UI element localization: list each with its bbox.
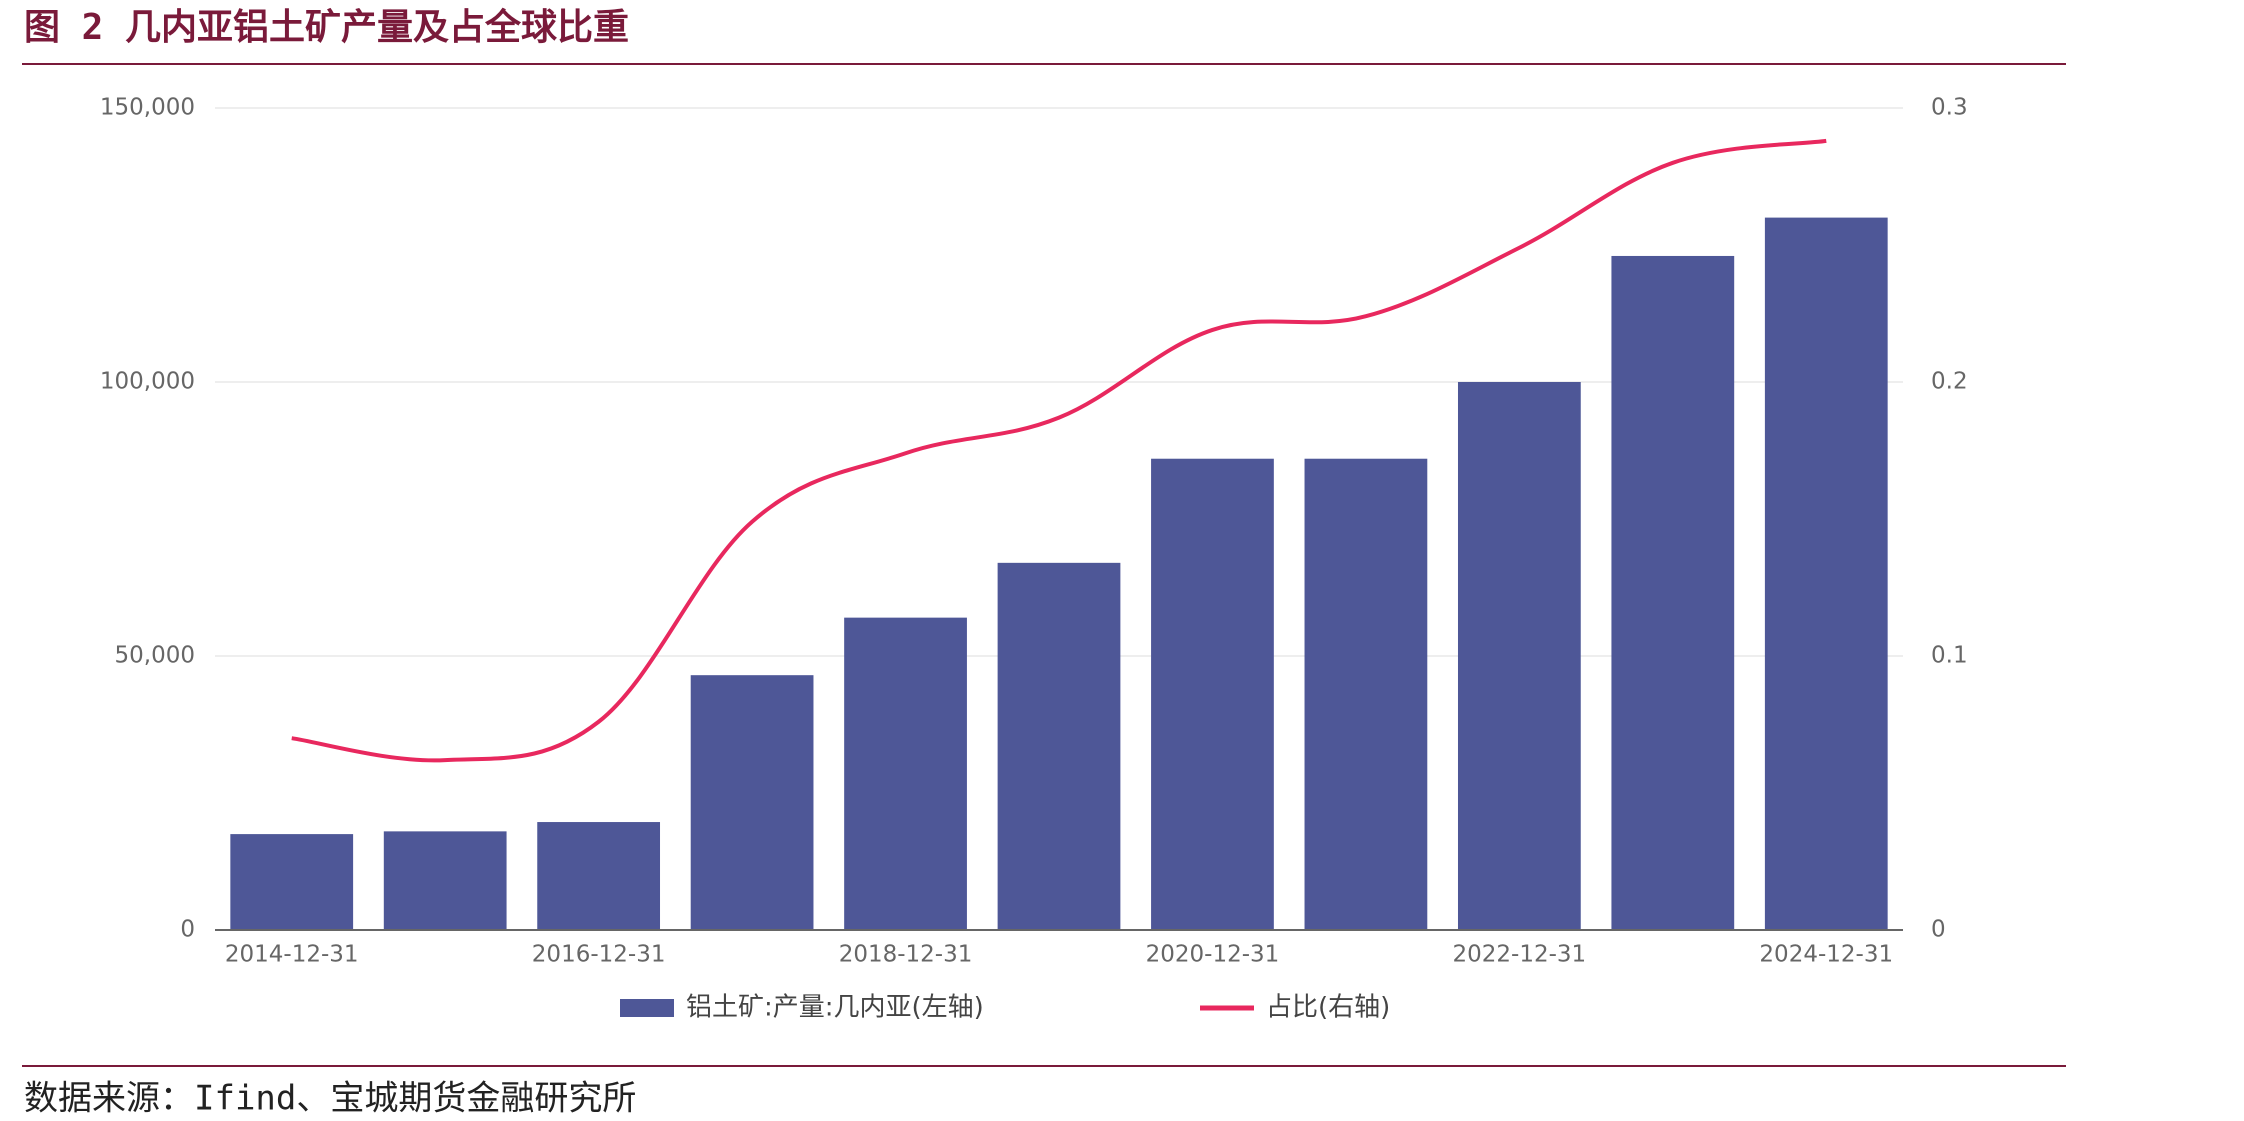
x-tick-label: 2018-12-31 bbox=[839, 942, 973, 968]
bar bbox=[1304, 458, 1428, 930]
bar bbox=[690, 675, 814, 930]
y2-tick-label: 0.1 bbox=[1931, 643, 1968, 669]
bar bbox=[1764, 217, 1888, 931]
bar bbox=[537, 822, 661, 930]
y-tick-label: 50,000 bbox=[115, 643, 195, 669]
page-title: 图 2 几内亚铝土矿产量及占全球比重 bbox=[24, 6, 629, 48]
bar bbox=[997, 562, 1121, 930]
x-tick-label: 2016-12-31 bbox=[532, 942, 666, 968]
x-tick-label: 2020-12-31 bbox=[1146, 942, 1280, 968]
bar bbox=[1611, 255, 1735, 930]
legend-label: 占比(右轴) bbox=[1266, 993, 1390, 1023]
y-tick-label: 0 bbox=[180, 917, 195, 943]
bar bbox=[1151, 458, 1274, 930]
source-note: 数据来源：Ifind、宝城期货金融研究所 bbox=[24, 1079, 636, 1119]
legend-swatch bbox=[620, 999, 674, 1017]
y2-tick-label: 0.2 bbox=[1931, 369, 1968, 395]
bar bbox=[844, 617, 967, 930]
line bbox=[291, 138, 1827, 763]
y-tick-label: 150,000 bbox=[100, 95, 195, 121]
y2-tick-label: 0 bbox=[1931, 917, 1946, 943]
bar bbox=[230, 834, 354, 930]
bar bbox=[383, 831, 507, 930]
bar bbox=[1457, 382, 1581, 930]
x-tick-label: 2022-12-31 bbox=[1453, 942, 1587, 968]
x-tick-label: 2024-12-31 bbox=[1759, 942, 1893, 968]
y-tick-label: 100,000 bbox=[100, 369, 195, 395]
y2-tick-label: 0.3 bbox=[1931, 95, 1968, 121]
x-tick-label: 2014-12-31 bbox=[225, 942, 359, 968]
legend-label: 铝土矿:产量:几内亚(左轴) bbox=[686, 993, 984, 1023]
